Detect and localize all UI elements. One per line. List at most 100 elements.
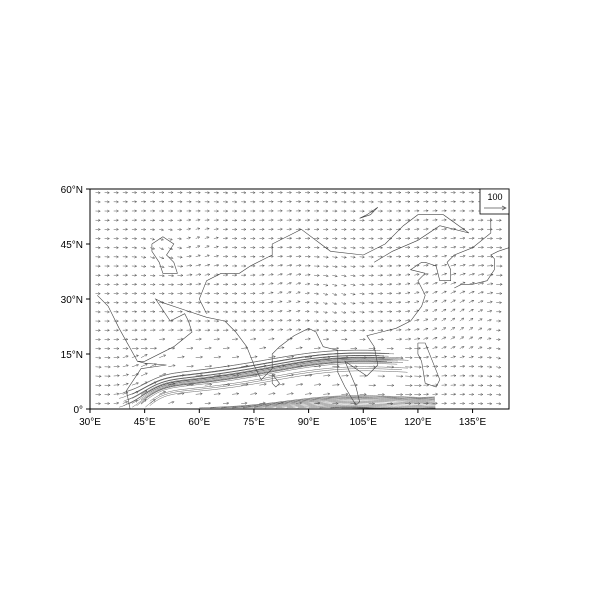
wind-vector: [314, 246, 320, 250]
wind-vector: [213, 254, 220, 258]
wind-vector: [477, 402, 484, 406]
wind-vector: [140, 282, 147, 286]
wind-vector: [405, 236, 411, 240]
wind-vector: [150, 209, 156, 213]
wind-vector: [277, 191, 283, 195]
wind-vector: [304, 246, 311, 249]
wind-vector: [477, 236, 484, 240]
wind-vector: [286, 272, 293, 276]
wind-vector: [377, 218, 384, 222]
wind-vector: [450, 364, 457, 368]
wind-vector: [332, 283, 338, 287]
wind-vector: [259, 291, 265, 295]
wind-vector: [350, 319, 356, 323]
wind-vector: [195, 301, 202, 305]
wind-vector: [459, 281, 466, 285]
wind-vector: [186, 328, 193, 332]
wind-vector: [405, 309, 411, 313]
wind-vector: [414, 291, 420, 295]
wind-vector: [131, 209, 138, 213]
wind-vector: [295, 291, 301, 295]
wind-vector: [314, 255, 320, 259]
wind-vector: [232, 310, 238, 314]
streamline: [242, 398, 435, 409]
wind-vector: [204, 282, 211, 286]
wind-vector: [195, 355, 204, 359]
wind-vector: [368, 200, 375, 204]
wind-vector: [204, 319, 211, 323]
wind-vector: [259, 236, 265, 240]
wind-vector: [268, 264, 274, 267]
wind-vector: [168, 200, 174, 204]
wind-vector: [277, 309, 283, 313]
wind-vector: [159, 328, 165, 332]
wind-vector: [450, 346, 456, 349]
wind-vector: [350, 310, 356, 314]
wind-vector: [432, 245, 439, 249]
wind-vector: [423, 218, 429, 222]
wind-vector: [441, 346, 447, 349]
wind-vector: [222, 200, 229, 204]
wind-vector: [286, 263, 293, 267]
wind-vector: [232, 292, 238, 295]
wind-vector: [186, 364, 195, 368]
wind-vector: [259, 209, 265, 213]
wind-vector: [314, 283, 320, 287]
wind-vector: [104, 292, 110, 296]
wind-vector: [204, 191, 211, 195]
wind-vector: [341, 200, 347, 204]
wind-vector: [487, 237, 494, 240]
wind-vector: [477, 255, 485, 258]
wind-vector: [250, 273, 256, 277]
wind-vector: [323, 374, 331, 377]
wind-vector: [204, 301, 211, 305]
wind-vector: [140, 237, 147, 241]
wind-vector: [405, 356, 413, 360]
wind-vector: [104, 383, 111, 387]
wind-vector: [423, 209, 429, 213]
wind-vector: [341, 392, 349, 396]
wind-vector: [113, 246, 120, 250]
wind-vector: [140, 399, 147, 404]
wind-vector: [386, 200, 393, 204]
wind-vector: [277, 273, 284, 276]
wind-vector: [195, 236, 201, 240]
wind-vector: [368, 191, 375, 195]
x-tick-label: 90°E: [298, 417, 320, 428]
wind-vector: [396, 310, 402, 313]
wind-vector: [323, 237, 329, 241]
wind-vector: [104, 218, 110, 222]
wind-vector: [441, 227, 448, 231]
wind-vector: [332, 302, 338, 305]
wind-vector: [222, 328, 229, 332]
wind-vector: [377, 282, 384, 286]
wind-vector: [405, 319, 411, 322]
wind-vector: [359, 292, 365, 296]
wind-vector: [241, 200, 247, 204]
wind-vector: [168, 346, 176, 350]
wind-vector: [477, 374, 484, 378]
wind-vector: [377, 209, 384, 213]
wind-vector: [222, 301, 229, 305]
wind-vector: [350, 237, 356, 241]
wind-vector: [168, 310, 174, 314]
streamline: [145, 361, 404, 399]
wind-vector: [250, 310, 256, 314]
wind-vector: [168, 209, 174, 213]
streamline: [253, 399, 436, 409]
wind-vector: [423, 236, 429, 240]
wind-vector: [386, 347, 394, 351]
wind-vector: [122, 347, 129, 350]
wind-vector: [95, 338, 102, 341]
wind-vector: [213, 191, 220, 195]
wind-vector: [468, 383, 475, 387]
streamline: [140, 359, 398, 400]
wind-vector: [441, 383, 448, 387]
wind-vector: [177, 319, 183, 323]
wind-vector: [459, 218, 466, 222]
wind-vector: [113, 218, 120, 222]
wind-vector: [323, 328, 329, 332]
wind-vector: [113, 337, 120, 341]
wind-vector: [368, 310, 375, 314]
wind-vector: [323, 209, 329, 213]
